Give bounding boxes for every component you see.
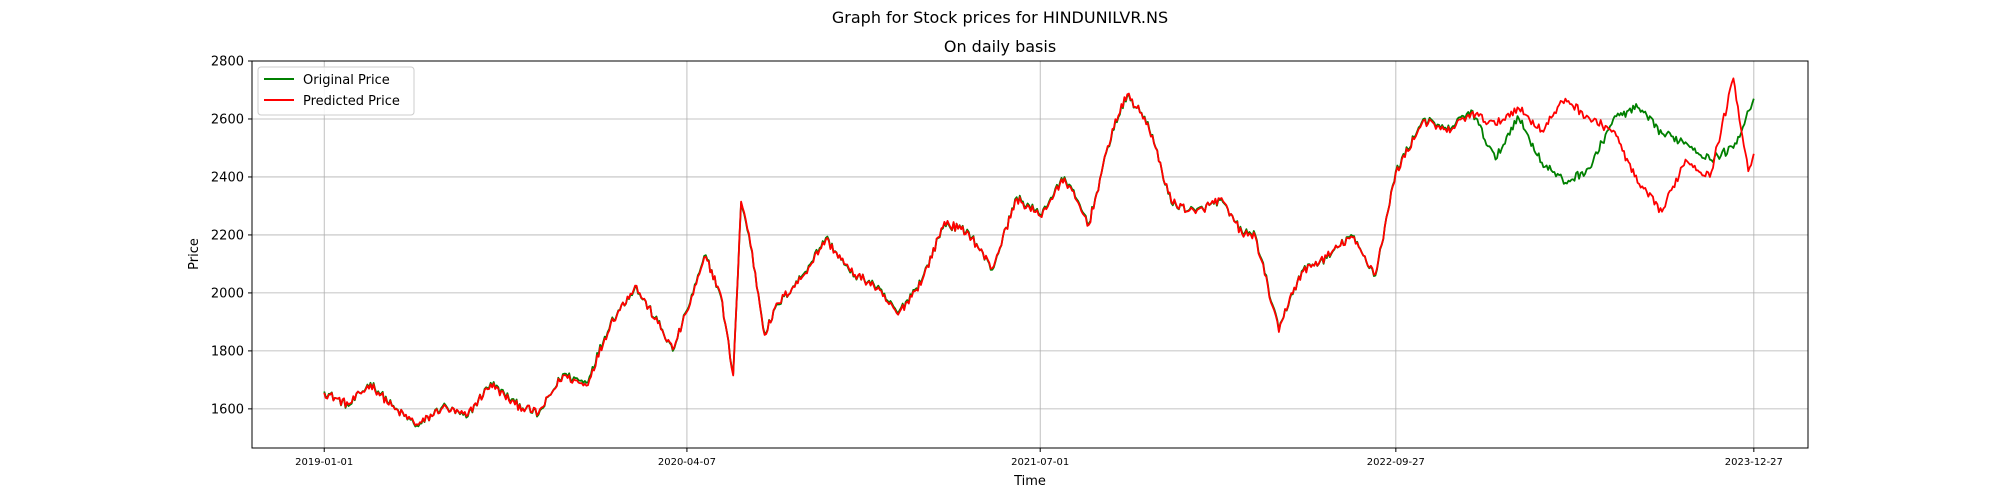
y-tick-label: 1800 — [211, 344, 244, 359]
x-tick-label: 2022-09-27 — [1367, 457, 1425, 468]
y-tick-label: 2200 — [211, 228, 244, 243]
y-tick-label: 2400 — [211, 170, 244, 185]
y-axis-label: Price — [187, 238, 202, 270]
legend: Original Price Predicted Price — [257, 66, 415, 116]
legend-label-predicted: Predicted Price — [303, 94, 400, 109]
legend-label-original: Original Price — [303, 73, 390, 88]
x-tick-label: 2021-07-01 — [1011, 457, 1069, 468]
x-tick-label: 2020-04-07 — [658, 457, 716, 468]
series-line-original-price — [323, 93, 1755, 428]
y-tick-label: 2800 — [211, 55, 244, 70]
series-line-predicted-price — [323, 77, 1755, 427]
y-tick-label: 2000 — [211, 286, 244, 301]
plot-area — [323, 77, 1755, 428]
legend-box — [257, 66, 415, 116]
y-tick-label: 2600 — [211, 112, 244, 127]
x-tick-label: 2019-01-01 — [295, 457, 353, 468]
chart-suptitle: Graph for Stock prices for HINDUNILVR.NS — [832, 8, 1168, 27]
chart-title: On daily basis — [944, 37, 1056, 56]
axes-frame — [251, 60, 1809, 449]
x-tick-label: 2023-12-27 — [1725, 457, 1783, 468]
x-axis: 2019-01-01 2020-04-07 2021-07-01 2022-09-27… — [295, 448, 1783, 468]
y-tick-label: 1600 — [211, 402, 244, 417]
y-axis: 1600 1800 2000 2200 2400 2600 2800 — [211, 55, 252, 417]
x-axis-label: Time — [1013, 474, 1046, 489]
